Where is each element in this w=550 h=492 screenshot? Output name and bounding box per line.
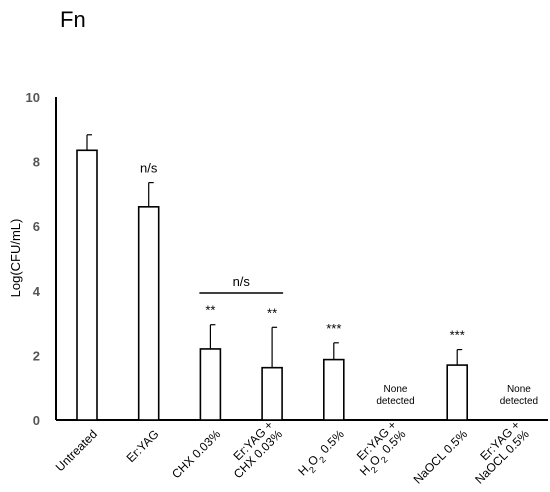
x-tick-label: Er:YAG +CHX 0.03%	[231, 418, 286, 481]
bar	[322, 358, 345, 421]
significance-label: n/s	[140, 161, 158, 176]
x-tick-label-line: Untreated	[53, 427, 100, 474]
bar	[199, 348, 222, 421]
x-tick-label: H2O2 0.5%	[295, 427, 349, 481]
y-tick-label: 8	[33, 155, 40, 170]
panel-title: Fn	[60, 7, 86, 32]
x-tick-label: Untreated	[53, 427, 100, 474]
x-tick-label-line: CHX 0.03%	[169, 427, 223, 481]
none-detected-line: None	[507, 384, 531, 395]
none-detected-line: detected	[500, 396, 538, 407]
bar	[261, 366, 283, 421]
significance-label: **	[267, 305, 277, 320]
significance-label: **	[205, 303, 215, 318]
y-tick-label: 0	[33, 413, 40, 428]
x-tick-label: Er:YAG +H2O2 0.5%	[354, 418, 409, 479]
none-detected-line: None	[384, 384, 408, 395]
bar	[76, 149, 98, 421]
x-tick-label-line: H2O2 0.5%	[295, 427, 349, 481]
x-tick-label: CHX 0.03%	[169, 427, 223, 481]
y-tick-label: 6	[33, 219, 40, 234]
bars	[76, 134, 469, 421]
none-detected-line: detected	[376, 396, 414, 407]
none-detected-label: None detected	[376, 384, 414, 407]
x-tick-label: Er:YAG +NaOCL 0.5%	[472, 418, 532, 487]
axes: 0 2 4 6 8 10	[26, 90, 548, 428]
y-tick-label: 4	[33, 284, 41, 299]
bracket-label: n/s	[233, 274, 251, 289]
significance-label: ***	[326, 321, 341, 336]
x-tick-label: NaOCL 0.5%	[411, 427, 471, 487]
y-tick-label: 2	[33, 348, 40, 363]
x-tick-label: Er:YAG	[124, 427, 162, 465]
significance-label: ***	[450, 328, 465, 343]
none-detected-label: None detected	[500, 384, 538, 407]
bar	[446, 364, 469, 421]
y-tick-label: 10	[26, 90, 40, 105]
x-tick-labels: Untreated Er:YAG CHX 0.03% Er:YAG +CHX 0.03…	[53, 418, 532, 487]
x-tick-label-line: Er:YAG	[124, 427, 162, 465]
x-tick-label-line: NaOCL 0.5%	[411, 427, 471, 487]
y-axis-label: Log(CFU/mL)	[8, 219, 23, 298]
bar	[137, 206, 160, 421]
